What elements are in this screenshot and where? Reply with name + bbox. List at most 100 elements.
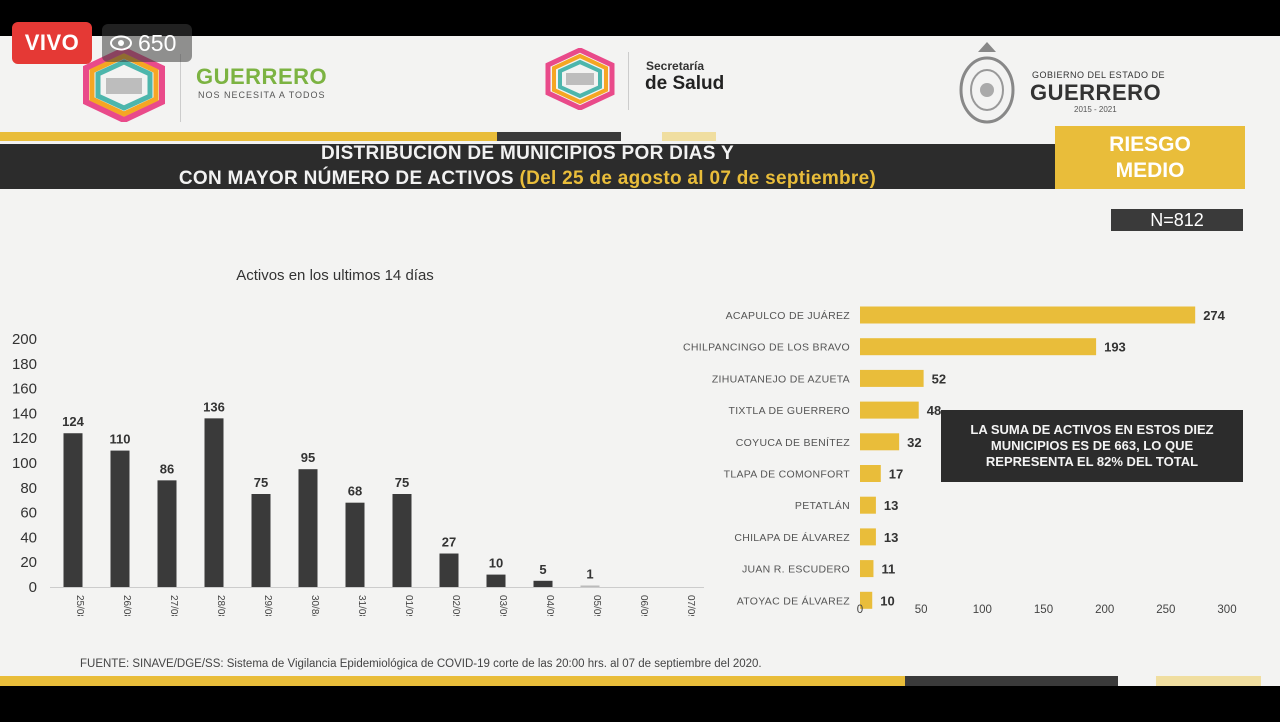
data-label: 11 [881,562,895,577]
y-tick-label: 0 [29,579,37,596]
data-label: 75 [395,475,409,490]
data-label: 110 [110,432,131,447]
data-label: 1 [586,567,593,582]
bar [251,494,271,587]
title-line-1: DISTRIBUCION DE MUNICIPIOS POR DIAS Y [321,143,734,164]
risk-line-2: MEDIO [1115,159,1185,182]
summary-line-2: MUNICIPIOS ES DE 663, LO QUE [990,438,1194,453]
x-tick-label: 0 [857,604,863,616]
salud-small-label: Secretaría [646,59,705,73]
bar [204,418,224,587]
guerrero-subtitle: NOS NECESITA A TODOS [198,90,326,100]
x-tick-label: 150 [1034,604,1053,616]
data-label: 95 [301,450,315,465]
category-label: CHILPANCINGO DE LOS BRAVO [683,342,850,354]
data-label: 27 [442,535,456,550]
y-tick-label: 100 [12,455,37,472]
guerrero-title: GUERRERO [196,64,328,89]
x-tick-label: 25/08/20 [74,595,85,616]
x-tick-label: 250 [1156,604,1175,616]
y-tick-label: 80 [20,480,37,497]
x-tick-label: 26/08/20 [121,595,132,616]
bar [157,480,177,587]
bottom-stripe-gold [0,676,905,686]
x-tick-label: 28/08/20 [215,595,226,616]
data-label: 17 [889,467,903,482]
y-tick-label: 40 [20,529,37,546]
x-tick-label: 300 [1217,604,1236,616]
x-tick-label: 30/8/20 [309,595,320,616]
x-tick-label: 27/08/20 [168,595,179,616]
guerrero-emblem-icon [83,48,165,122]
summary-line-1: LA SUMA DE ACTIVOS EN ESTOS DIEZ [970,422,1214,437]
eye-icon [110,35,132,51]
title-line-2: CON MAYOR NÚMERO DE ACTIVOS (Del 25 de a… [0,168,1055,190]
x-tick-label: 05/09/20 [591,595,602,616]
data-label: 136 [203,399,225,414]
x-tick-label: 06/09/20 [638,595,649,616]
data-label: 75 [254,475,268,490]
bar [860,560,874,578]
data-label: 10 [489,556,503,571]
bottom-stripe-light [1156,676,1261,686]
title-band: DISTRIBUCION DE MUNICIPIOS POR DIAS Y CO… [0,143,1055,190]
y-tick-label: 180 [12,356,37,373]
category-label: TIXTLA DE GUERRERO [728,405,850,417]
data-label: 124 [62,414,84,429]
data-label: 5 [539,562,546,577]
live-badge: VIVO [12,22,92,64]
category-label: JUAN R. ESCUDERO [742,564,850,576]
data-label: 68 [348,484,362,499]
category-label: ACAPULCO DE JUÁREZ [726,309,851,322]
bar [860,465,881,482]
bar [860,338,1097,356]
bar [860,591,873,609]
title-period: (Del 25 de agosto al 07 de septiembre) [519,168,877,189]
summary-box: LA SUMA DE ACTIVOS EN ESTOS DIEZ MUNICIP… [941,410,1243,482]
viewer-count-value: 650 [138,29,177,56]
bar [860,528,876,546]
viewer-counter: 650 [102,24,192,62]
x-tick-label: 04/09/20 [544,595,555,616]
source-note: FUENTE: SINAVE/DGE/SS: Sistema de Vigila… [80,658,762,670]
summary-line-3: REPRESENTA EL 82% DEL TOTAL [985,454,1199,469]
y-tick-label: 140 [12,405,37,422]
x-tick-label: 01/09/20 [403,595,414,616]
category-label: ATOYAC DE ÁLVAREZ [737,594,851,607]
y-tick-label: 120 [12,430,37,447]
gob-years-label: 2015 - 2021 [1074,105,1117,114]
x-tick-label: 02/09/20 [450,595,461,616]
stripe-light [662,132,716,141]
data-label: 13 [884,530,898,545]
data-label: 13 [884,498,898,513]
header-divider-2 [628,52,629,110]
slide: GUERRERO NOS NECESITA A TODOS Secretaría… [0,36,1280,686]
bottom-stripe-dark [905,676,1118,686]
y-tick-label: 160 [12,381,37,398]
bar [439,553,459,587]
chart-title: Activos en los ultimos 14 días [236,267,434,284]
bar [345,502,365,587]
bar [298,469,318,587]
category-label: ZIHUATANEJO DE AZUETA [712,373,850,385]
bar [580,585,600,587]
top-municipalities-chart: ACAPULCO DE JUÁREZ CHILPANCINGO DE LOS BR… [683,306,1237,616]
x-tick-label: 100 [973,604,992,616]
x-tick-label: 31/08/20 [356,595,367,616]
salud-big-label: de Salud [645,73,725,94]
bar [860,433,900,451]
bar [860,369,924,387]
salud-emblem-icon [545,48,615,110]
y-tick-label: 20 [20,554,37,571]
bar [533,580,553,587]
active-cases-daily-chart: Activos en los ultimos 14 días 0 20 40 60 80… [12,267,704,616]
data-label: 86 [160,461,174,476]
x-tick-label: 03/09/20 [497,595,508,616]
y-tick-label: 60 [20,505,37,522]
category-label: CHILAPA DE ÁLVAREZ [734,531,850,544]
category-label: COYUCA DE BENÍTEZ [736,436,850,449]
title-main: CON MAYOR NÚMERO DE ACTIVOS [178,168,520,189]
bar [63,433,83,587]
x-tick-label: 50 [915,604,928,616]
bar [486,574,506,587]
